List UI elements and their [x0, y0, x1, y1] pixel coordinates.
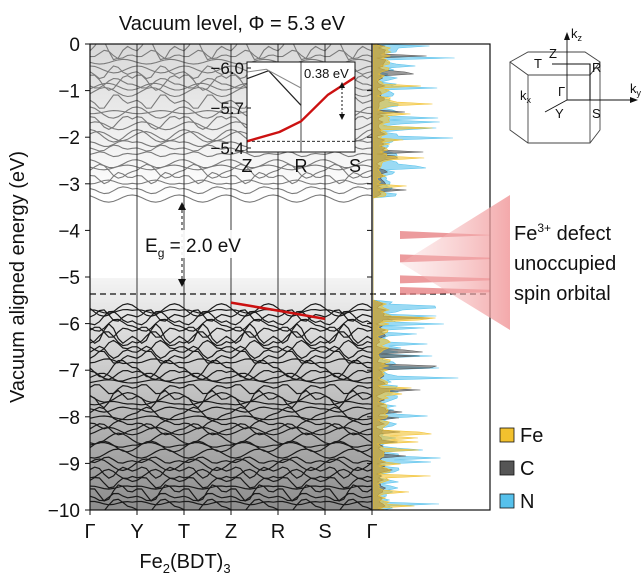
inset-y-tick-label: −5.4: [210, 139, 244, 158]
inset-red-band: [247, 76, 355, 143]
y-tick-label: −10: [48, 501, 80, 522]
x-tick-label: Γ: [366, 521, 377, 543]
bz-label-s: S: [592, 106, 601, 121]
y-tick-label: 0: [69, 35, 80, 56]
bz-label-gamma: Γ: [558, 84, 565, 99]
y-axis-label: Vacuum aligned energy (eV): [7, 151, 29, 403]
x-tick-label: Γ: [84, 521, 95, 543]
band-gap-label: Eg = 2.0 eV: [145, 236, 241, 260]
inset-x-tick-label: R: [295, 156, 308, 176]
band-gap-arrowhead-bottom: [178, 279, 186, 287]
x-tick-label: S: [318, 521, 331, 543]
x-tick-label: Z: [225, 521, 237, 543]
inset-y-tick-label: −5.7: [210, 99, 244, 118]
legend-swatch: [499, 460, 515, 476]
inset-x-tick-label: Z: [242, 156, 253, 176]
y-tick-label: −3: [58, 175, 80, 196]
bz-x-axis: [544, 99, 568, 113]
bz-label-z: Z: [549, 46, 557, 61]
brillouin-zone-diagram: [509, 32, 638, 144]
chart-title: Vacuum level, Φ = 5.3 eV: [119, 13, 346, 35]
defect-cone: [401, 195, 510, 330]
y-tick-label: −5: [58, 268, 80, 289]
x-tick-label: Y: [130, 521, 143, 543]
y-tick-label: −7: [58, 361, 80, 382]
inset-frame: [246, 61, 356, 153]
legend: Fe CN: [499, 425, 543, 513]
defect-label-line3: spin orbital: [514, 283, 611, 305]
x-tick-label: T: [178, 521, 190, 543]
bz-label-kx: kx: [520, 88, 532, 105]
inset-plot: −5.4 −5.7 −6.0 Z R S 0.38 eV: [210, 59, 361, 176]
legend-label: Fe: [520, 425, 543, 447]
y-tick-label: −4: [58, 221, 80, 242]
inset-arrowhead-top: [339, 82, 345, 88]
inset-x-tick-label: S: [349, 156, 361, 176]
dos-curve-fe: [373, 44, 436, 510]
legend-swatch: [499, 427, 515, 443]
bz-label-y: Y: [555, 106, 564, 121]
legend-swatch: [499, 493, 515, 509]
y-tick-label: −8: [58, 408, 80, 429]
band-gap-arrowhead-top: [178, 202, 186, 210]
kz-arrowhead: [564, 32, 570, 40]
bz-label-t: T: [534, 56, 542, 71]
inset-annotation: 0.38 eV: [304, 66, 349, 81]
y-tick-label: −9: [58, 454, 80, 475]
inset-y-tick-label: −6.0: [210, 59, 244, 78]
x-tick-label: R: [271, 521, 285, 543]
legend-label: N: [520, 491, 534, 513]
y-tick-label: −6: [58, 315, 80, 336]
y-tick-label: −1: [58, 82, 80, 103]
brillouin-zone-labels: kz Z T R Γ Y S kx ky: [520, 26, 642, 121]
x-axis-label: Fe2(BDT)3: [139, 551, 230, 576]
highlighted-valence-band: [230, 301, 326, 321]
bz-path: [552, 63, 591, 101]
defect-label-line2: unoccupied: [514, 253, 616, 275]
legend-label: C: [520, 458, 534, 480]
bz-label-r: R: [592, 60, 601, 75]
bz-label-ky: ky: [630, 81, 642, 98]
defect-state-peak: [400, 286, 490, 295]
bz-body: [509, 62, 601, 144]
inset-arrowhead: [339, 114, 345, 120]
inset-grey-band: [247, 68, 302, 89]
ky-arrowhead: [630, 97, 638, 103]
defect-label-line1: Fe3+ defect: [514, 221, 612, 245]
y-tick-label: −2: [58, 128, 80, 149]
defect-annotation: Fe3+ defect unoccupied spin orbital: [401, 195, 616, 330]
bz-label-kz: kz: [571, 26, 583, 43]
defect-state-peak: [400, 231, 490, 240]
